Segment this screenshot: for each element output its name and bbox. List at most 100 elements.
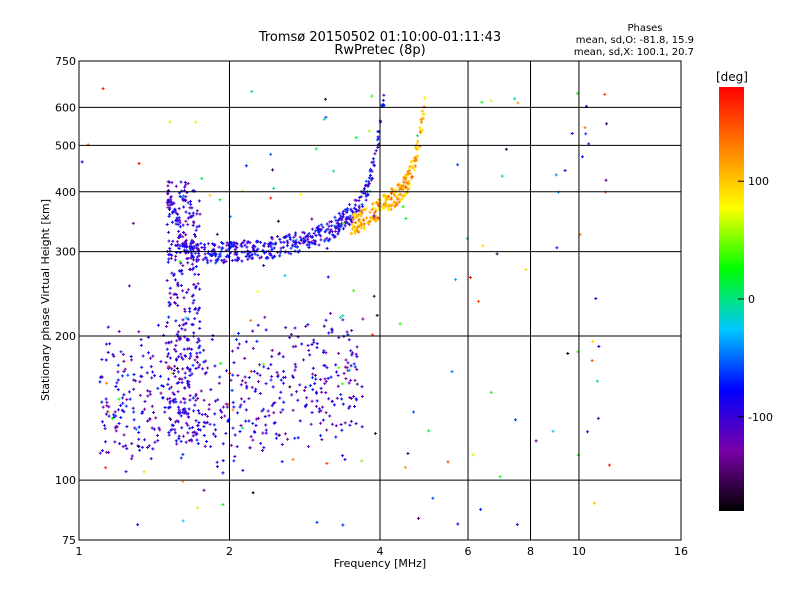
- data-point-o: [339, 214, 343, 218]
- data-point-e-region: [167, 377, 171, 381]
- data-point-o: [326, 239, 330, 243]
- data-point-noise: [489, 390, 493, 394]
- data-point-noise: [262, 362, 266, 366]
- data-point-e-region: [215, 460, 219, 464]
- data-point-e-region: [239, 403, 243, 407]
- data-point-e-region: [202, 398, 206, 402]
- x-tick-label: 16: [674, 545, 688, 558]
- data-point-spread: [194, 398, 198, 402]
- data-point-x: [383, 204, 387, 208]
- data-point-e-region: [351, 351, 355, 355]
- data-point-spread: [171, 239, 175, 243]
- data-point-noise: [516, 101, 520, 105]
- y-tick-label: 600: [55, 101, 76, 114]
- data-point-noise: [142, 470, 146, 474]
- data-point-spread: [188, 307, 192, 311]
- data-point-e-region: [350, 353, 354, 357]
- data-point-e-region: [315, 399, 319, 403]
- data-point-o: [333, 224, 337, 228]
- data-point-e-region: [308, 353, 312, 357]
- data-point-e-region: [105, 404, 109, 408]
- data-point-noise: [299, 192, 303, 196]
- data-point-spread: [168, 356, 172, 360]
- data-point-e-region: [273, 421, 277, 425]
- data-point-spread: [167, 304, 171, 308]
- data-point-noise: [607, 463, 611, 467]
- data-point-e-region: [233, 433, 237, 437]
- data-point-e-region: [117, 422, 121, 426]
- data-point-e-region: [282, 369, 286, 373]
- data-point-spread: [174, 400, 178, 404]
- data-point-o: [220, 258, 224, 262]
- data-point-e-region: [159, 360, 163, 364]
- data-point-x: [374, 207, 378, 211]
- data-point-e-region: [305, 396, 309, 400]
- data-point-e-region: [301, 358, 305, 362]
- data-point-o: [350, 220, 354, 224]
- data-point-o: [376, 135, 380, 139]
- data-point-e-region: [129, 355, 133, 359]
- data-point-o: [292, 235, 296, 239]
- data-point-spread: [181, 323, 185, 327]
- data-point-o: [201, 258, 205, 262]
- data-point-x: [355, 227, 359, 231]
- data-point-x: [370, 217, 374, 221]
- data-point-e-region: [166, 382, 170, 386]
- data-point-e-region: [166, 397, 170, 401]
- data-point-noise: [401, 205, 405, 209]
- data-point-x: [368, 210, 372, 214]
- data-point-o: [317, 224, 321, 228]
- data-point-e-region: [236, 411, 240, 415]
- data-point-o: [317, 229, 321, 233]
- data-point-e-region: [337, 351, 341, 355]
- data-point-e-region: [215, 465, 219, 469]
- data-point-e-region: [200, 413, 204, 417]
- data-point-o: [338, 228, 342, 232]
- data-point-e-region: [238, 405, 242, 409]
- data-point-o: [282, 235, 286, 239]
- data-point-spread: [172, 393, 176, 397]
- data-point-e-region: [213, 412, 217, 416]
- data-point-e-region: [137, 437, 141, 441]
- data-point-spread: [174, 358, 178, 362]
- data-point-spread: [168, 401, 172, 405]
- data-point-spread: [186, 182, 190, 186]
- data-point-e-region: [152, 410, 156, 414]
- data-point-e-region: [348, 378, 352, 382]
- data-point-spread: [188, 310, 192, 314]
- data-point-e-region: [198, 363, 202, 367]
- data-point-noise: [181, 519, 185, 523]
- data-point-o: [253, 252, 257, 256]
- data-point-spread: [196, 423, 200, 427]
- data-point-x: [418, 125, 422, 129]
- data-point-spread: [173, 397, 177, 401]
- data-point-x: [395, 201, 399, 205]
- data-point-o: [376, 130, 380, 134]
- data-point-e-region: [156, 323, 160, 327]
- data-point-e-region: [212, 423, 216, 427]
- data-point-e-region: [214, 428, 218, 432]
- data-point-spread: [167, 214, 171, 218]
- data-point-spread: [196, 409, 200, 413]
- data-point-spread: [186, 381, 190, 385]
- data-point-o: [215, 259, 219, 263]
- data-point-spread: [196, 396, 200, 400]
- data-point-e-region: [104, 342, 108, 346]
- data-point-spread: [191, 301, 195, 305]
- data-point-e-region: [310, 399, 314, 403]
- data-point-noise: [184, 316, 188, 320]
- data-point-noise: [137, 445, 141, 449]
- data-point-spread: [192, 221, 196, 225]
- data-point-e-region: [336, 384, 340, 388]
- data-point-e-region: [354, 422, 358, 426]
- data-point-e-region: [332, 403, 336, 407]
- data-point-e-region: [100, 400, 104, 404]
- data-point-e-region: [319, 378, 323, 382]
- data-point-e-region: [125, 425, 129, 429]
- data-point-spread: [167, 341, 171, 345]
- data-point-o: [214, 261, 218, 265]
- data-point-spread: [196, 282, 200, 286]
- data-point-noise: [450, 370, 454, 374]
- data-point-e-region: [349, 349, 353, 353]
- data-point-spread: [194, 264, 198, 268]
